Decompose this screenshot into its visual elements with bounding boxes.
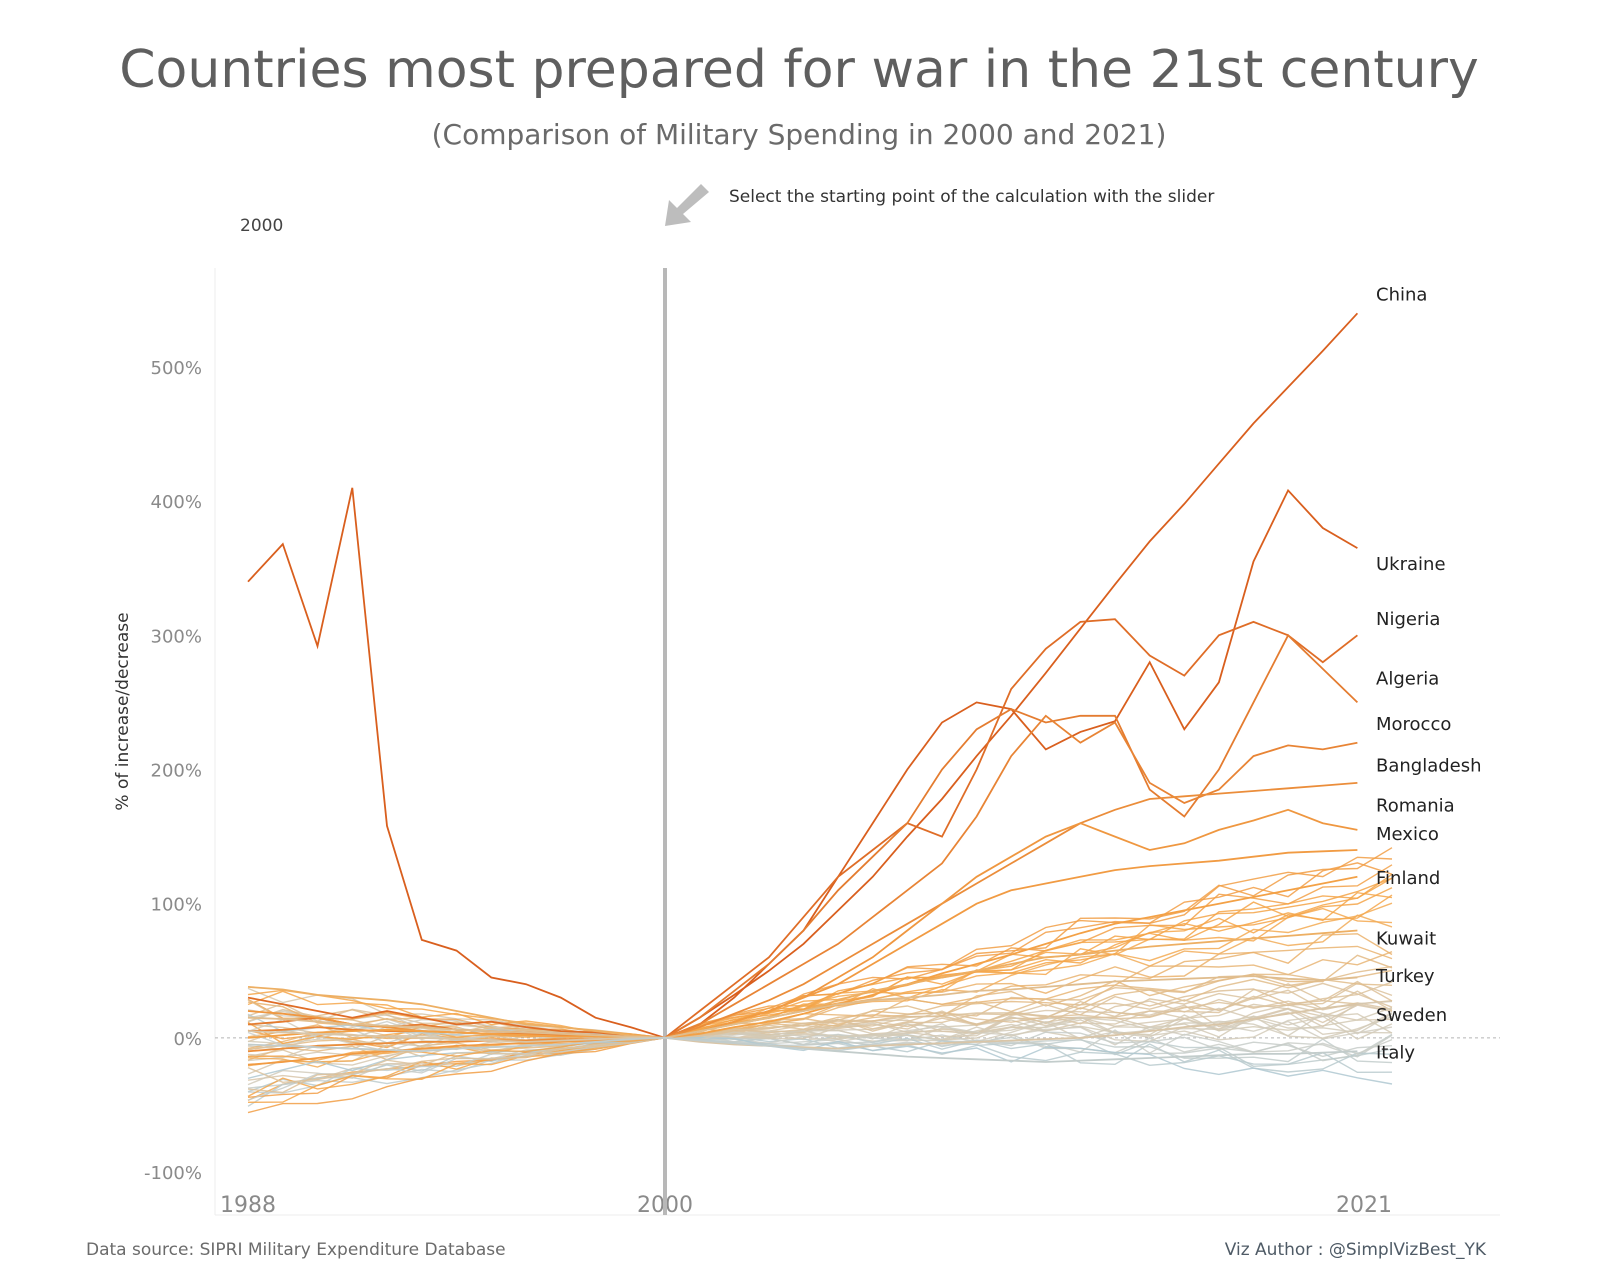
series-labels: China Ukraine Nigeria Algeria Morocco Banglad… [1375, 285, 1482, 1064]
data-source: Data source: SIPRI Military Expenditure … [86, 1240, 506, 1260]
y-tick-label: -100% [144, 1163, 202, 1184]
series-line-italy [247, 1036, 1358, 1063]
series-line-sweden [247, 1003, 1358, 1050]
viz-author: Viz Author : @SimplVizBest_YK [1224, 1240, 1486, 1260]
series-label-sweden: Sweden [1376, 1005, 1447, 1026]
y-tick-label: 400% [151, 492, 202, 513]
background-series [247, 847, 1393, 1114]
y-axis-title: % of increase/decrease [113, 612, 133, 810]
arrow-down-left-icon [665, 184, 709, 226]
chart-title: Countries most prepared for war in the 2… [119, 40, 1479, 100]
chart-subtitle: (Comparison of Military Spending in 2000… [431, 118, 1167, 151]
series-line-ukraine [247, 487, 1358, 1039]
series-label-italy: Italy [1376, 1043, 1415, 1064]
series-label-nigeria: Nigeria [1376, 609, 1440, 630]
y-tick-label: 500% [151, 358, 202, 379]
background-series-line [247, 862, 1393, 1098]
slider-value[interactable]: 2000 [240, 216, 284, 236]
series-line-algeria [247, 633, 1359, 1039]
series-label-ukraine: Ukraine [1376, 554, 1446, 575]
slider-hint: Select the starting point of the calcula… [729, 187, 1215, 207]
y-tick-label: 100% [151, 895, 202, 916]
series-label-kuwait: Kuwait [1376, 929, 1436, 950]
series-label-china: China [1376, 285, 1427, 306]
background-series-line [247, 1028, 1393, 1055]
background-series-line [247, 989, 1393, 1063]
labeled-series [247, 312, 1359, 1066]
y-tick-label: 300% [151, 626, 202, 647]
series-line-bangladesh [247, 782, 1358, 1053]
series-label-turkey: Turkey [1375, 966, 1435, 987]
x-axis: 198820002021 [215, 268, 1500, 1218]
y-tick-label: 0% [173, 1029, 202, 1050]
background-series-line [247, 981, 1393, 1084]
y-axis: -100% 0% 100% 200% 300% 400% 500% % of increase… [113, 268, 1500, 1215]
series-label-algeria: Algeria [1376, 668, 1439, 689]
series-line-china [664, 312, 1359, 1039]
background-series-line [247, 856, 1393, 1114]
x-tick-label: 2021 [1336, 1193, 1392, 1218]
background-series-line [247, 983, 1393, 1039]
background-series-line [247, 945, 1393, 1039]
series-line-mexico [247, 849, 1358, 1066]
line-chart: -100% 0% 100% 200% 300% 400% 500% % of increase… [113, 268, 1500, 1218]
series-line-finland [247, 875, 1358, 1039]
series-label-romania: Romania [1376, 796, 1455, 817]
background-series-line [247, 1031, 1393, 1101]
series-label-finland: Finland [1376, 868, 1440, 889]
x-tick-label: 1988 [220, 1193, 276, 1218]
background-series-line [247, 877, 1393, 1061]
background-series-line [247, 982, 1393, 1051]
series-label-bangladesh: Bangladesh [1376, 755, 1482, 776]
series-label-morocco: Morocco [1376, 714, 1451, 735]
series-line-turkey [247, 975, 1358, 1039]
series-line-nigeria [247, 618, 1358, 1039]
background-series-line [247, 873, 1393, 1098]
y-tick-label: 200% [151, 761, 202, 782]
series-label-mexico: Mexico [1376, 824, 1439, 845]
background-series-line [247, 891, 1393, 1039]
